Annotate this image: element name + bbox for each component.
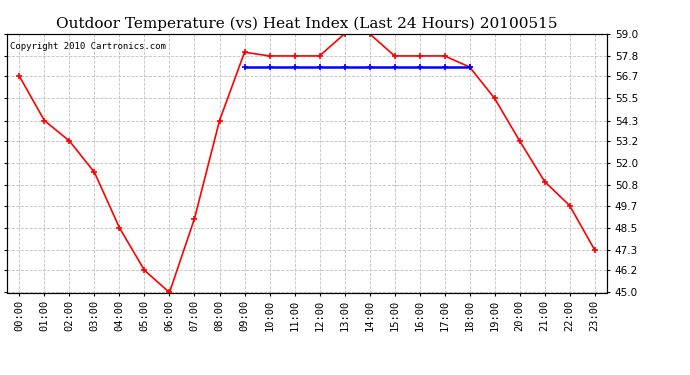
Text: Copyright 2010 Cartronics.com: Copyright 2010 Cartronics.com [10,42,166,51]
Title: Outdoor Temperature (vs) Heat Index (Last 24 Hours) 20100515: Outdoor Temperature (vs) Heat Index (Las… [57,17,558,31]
